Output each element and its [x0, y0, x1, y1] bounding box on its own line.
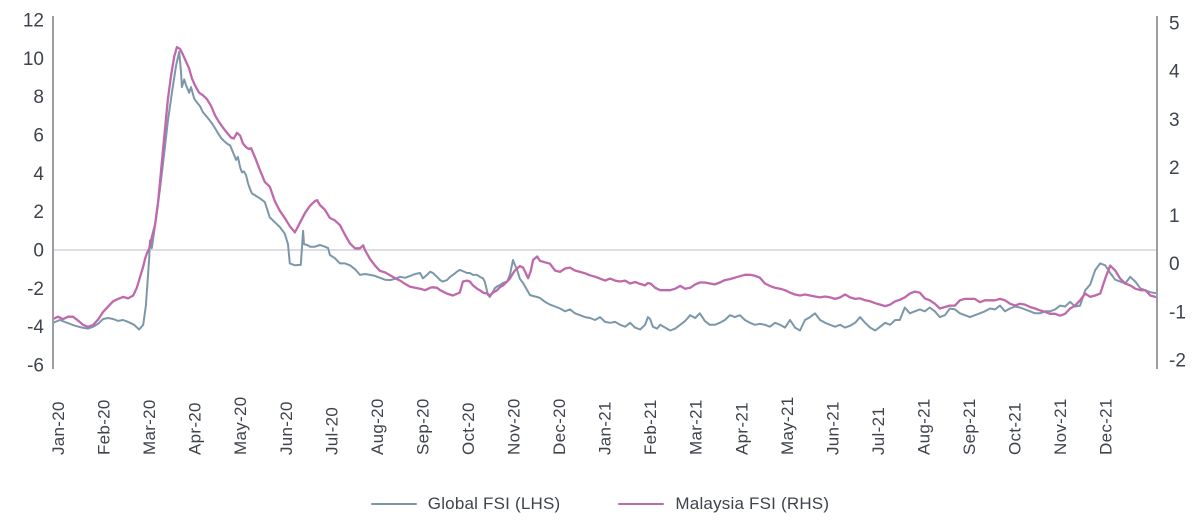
right-axis-tick-label: 4: [1169, 62, 1180, 83]
x-axis-month-label: Nov-20: [505, 398, 524, 455]
x-axis-month-label: Oct-21: [1006, 402, 1025, 455]
global-fsi-line: [52, 50, 1157, 332]
left-axis-tick-label: 0: [33, 241, 44, 262]
x-axis-month-label: Dec-21: [1097, 398, 1116, 455]
legend-item-global-fsi: Global FSI (LHS): [370, 494, 561, 514]
x-axis-month-label: Jan-20: [49, 401, 68, 455]
right-axis-tick-label: -2: [1169, 351, 1186, 372]
x-axis-month-label: May-20: [231, 397, 250, 456]
legend-label-global-fsi: Global FSI (LHS): [427, 494, 561, 513]
global-fsi-line-swatch: [370, 502, 417, 506]
left-axis-tick-label: 10: [23, 49, 44, 70]
legend-label-malaysia-fsi: Malaysia FSI (RHS): [675, 494, 830, 513]
x-axis-month-label: Jun-21: [823, 401, 842, 455]
left-axis-tick-label: -4: [27, 317, 44, 338]
left-axis-tick-label: 8: [33, 87, 44, 108]
x-axis-month-label: Nov-21: [1051, 398, 1070, 455]
x-axis-month-label: Mar-20: [140, 399, 159, 455]
right-axis-tick-label: 2: [1169, 158, 1180, 179]
x-axis-month-label: Sep-21: [960, 398, 979, 455]
left-axis-tick-label: -2: [27, 279, 44, 300]
x-axis-month-label: Jul-20: [322, 407, 341, 455]
left-axis-tick-label: 12: [23, 11, 44, 32]
x-axis-month-label: Dec-20: [550, 398, 569, 455]
right-axis-tick-label: 5: [1169, 14, 1180, 35]
left-axis-tick-label: -6: [27, 356, 44, 377]
right-axis-tick-label: 3: [1169, 110, 1180, 131]
right-axis-tick-label: -1: [1169, 302, 1186, 323]
x-axis-month-label: Feb-21: [641, 399, 660, 455]
right-axis-tick-label: 1: [1169, 206, 1180, 227]
x-axis-month-label: Aug-21: [914, 398, 933, 455]
left-axis-tick-label: 6: [33, 126, 44, 147]
x-axis-month-label: Oct-20: [459, 402, 478, 455]
malaysia-fsi-line: [51, 45, 1157, 328]
x-axis-month-label: May-21: [778, 397, 797, 456]
malaysia-fsi-line-swatch: [618, 502, 665, 506]
left-axis-tick-label: 4: [33, 164, 44, 185]
x-axis-month-label: Jun-20: [277, 401, 296, 455]
left-axis-tick-label: 2: [33, 202, 44, 223]
right-axis-tick-label: 0: [1169, 254, 1180, 275]
x-axis-month-label: Sep-20: [413, 398, 432, 455]
x-axis-month-label: Feb-20: [95, 399, 114, 455]
x-axis-month-label: Apr-21: [732, 402, 751, 455]
legend-item-malaysia-fsi: Malaysia FSI (RHS): [618, 494, 829, 514]
x-axis-month-label: Jul-21: [869, 407, 888, 455]
chart-legend: Global FSI (LHS) Malaysia FSI (RHS): [0, 494, 1200, 514]
x-axis-month-label: Jan-21: [596, 401, 615, 455]
x-axis-month-label: Apr-20: [186, 402, 205, 455]
x-axis-month-label: Mar-21: [687, 399, 706, 455]
x-axis-month-label: Aug-20: [368, 398, 387, 455]
